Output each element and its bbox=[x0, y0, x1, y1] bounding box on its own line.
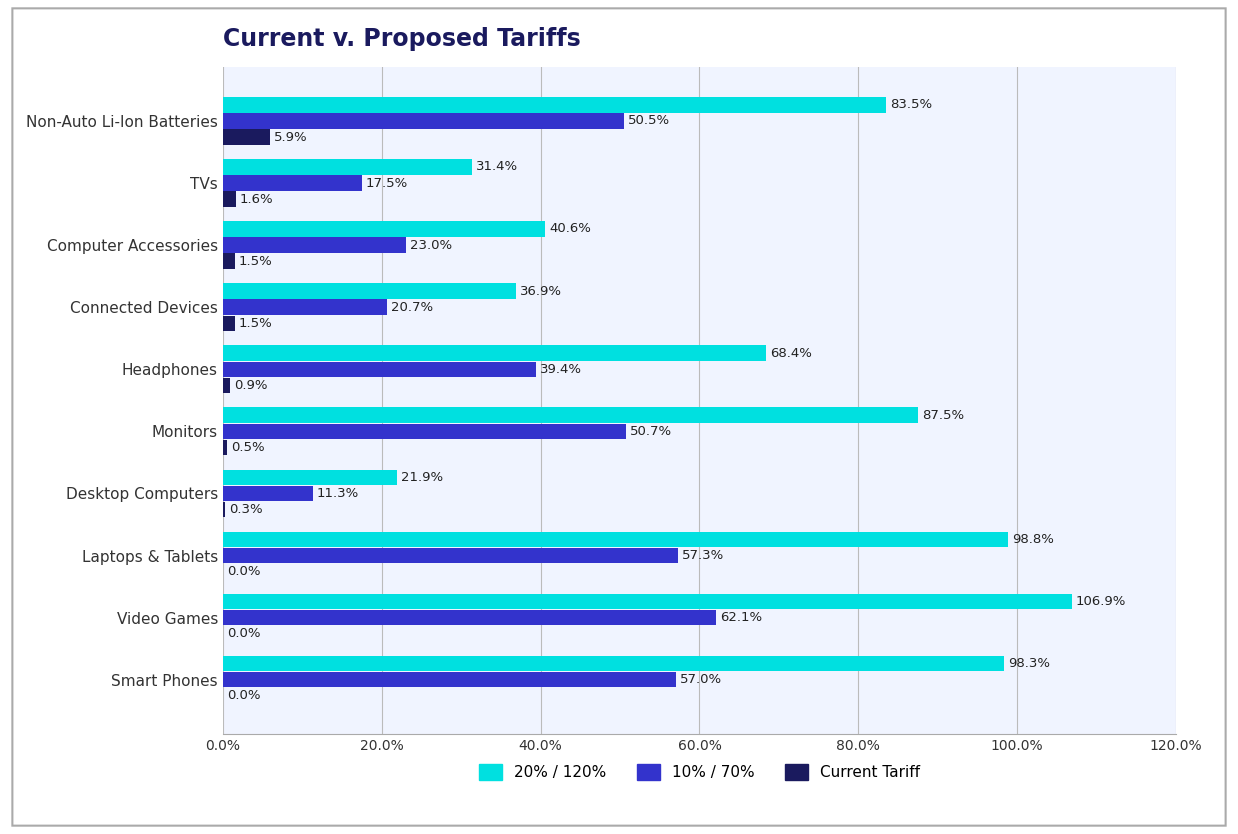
Bar bbox=[223, 113, 624, 128]
Bar bbox=[223, 672, 676, 687]
Bar bbox=[223, 238, 406, 253]
Text: 50.7%: 50.7% bbox=[630, 425, 672, 438]
Text: 1.5%: 1.5% bbox=[239, 254, 272, 268]
Bar bbox=[223, 254, 235, 269]
Bar bbox=[223, 610, 716, 626]
Text: 17.5%: 17.5% bbox=[366, 177, 409, 189]
Text: 87.5%: 87.5% bbox=[922, 409, 964, 422]
Text: 57.0%: 57.0% bbox=[680, 673, 722, 686]
Text: 57.3%: 57.3% bbox=[682, 549, 724, 562]
Bar bbox=[223, 192, 235, 207]
Text: 20.7%: 20.7% bbox=[391, 301, 433, 314]
Text: 0.0%: 0.0% bbox=[227, 690, 260, 702]
Text: 68.4%: 68.4% bbox=[770, 347, 812, 359]
Text: 0.9%: 0.9% bbox=[234, 379, 267, 392]
Text: 1.6%: 1.6% bbox=[239, 193, 274, 206]
Bar bbox=[223, 594, 1072, 609]
Bar bbox=[223, 548, 678, 563]
Legend: 20% / 120%, 10% / 70%, Current Tariff: 20% / 120%, 10% / 70%, Current Tariff bbox=[473, 758, 926, 786]
Text: 31.4%: 31.4% bbox=[477, 160, 519, 173]
Text: 83.5%: 83.5% bbox=[890, 98, 932, 111]
Text: 0.5%: 0.5% bbox=[230, 441, 265, 454]
Bar bbox=[223, 440, 227, 455]
Bar bbox=[223, 221, 546, 237]
Text: 5.9%: 5.9% bbox=[274, 131, 307, 143]
Bar bbox=[223, 315, 235, 331]
Text: 0.0%: 0.0% bbox=[227, 627, 260, 641]
Bar bbox=[223, 470, 397, 485]
Text: 106.9%: 106.9% bbox=[1076, 595, 1127, 608]
Text: 98.3%: 98.3% bbox=[1008, 657, 1050, 670]
Bar bbox=[223, 408, 917, 423]
Text: 0.3%: 0.3% bbox=[229, 503, 262, 516]
Bar bbox=[223, 345, 766, 361]
Text: 40.6%: 40.6% bbox=[550, 223, 592, 235]
Bar bbox=[223, 97, 886, 113]
Bar bbox=[223, 485, 313, 501]
Bar bbox=[223, 424, 625, 440]
Bar bbox=[223, 361, 536, 377]
Bar bbox=[223, 129, 270, 145]
Text: 39.4%: 39.4% bbox=[540, 363, 582, 376]
Text: 62.1%: 62.1% bbox=[721, 611, 763, 624]
Text: 0.0%: 0.0% bbox=[227, 565, 260, 578]
Text: 23.0%: 23.0% bbox=[410, 239, 452, 252]
Bar bbox=[223, 159, 472, 174]
Bar bbox=[223, 502, 225, 517]
Bar bbox=[223, 378, 230, 393]
Text: 1.5%: 1.5% bbox=[239, 317, 272, 329]
Text: 36.9%: 36.9% bbox=[520, 284, 562, 298]
Bar bbox=[223, 175, 361, 191]
Bar bbox=[223, 531, 1008, 547]
Bar bbox=[223, 656, 1004, 671]
Text: 21.9%: 21.9% bbox=[401, 471, 443, 484]
Text: 98.8%: 98.8% bbox=[1011, 533, 1054, 546]
Text: Current v. Proposed Tariffs: Current v. Proposed Tariffs bbox=[223, 27, 581, 51]
Bar bbox=[223, 284, 516, 299]
Text: 11.3%: 11.3% bbox=[317, 487, 359, 500]
Bar bbox=[223, 299, 387, 315]
Text: 50.5%: 50.5% bbox=[628, 114, 670, 128]
